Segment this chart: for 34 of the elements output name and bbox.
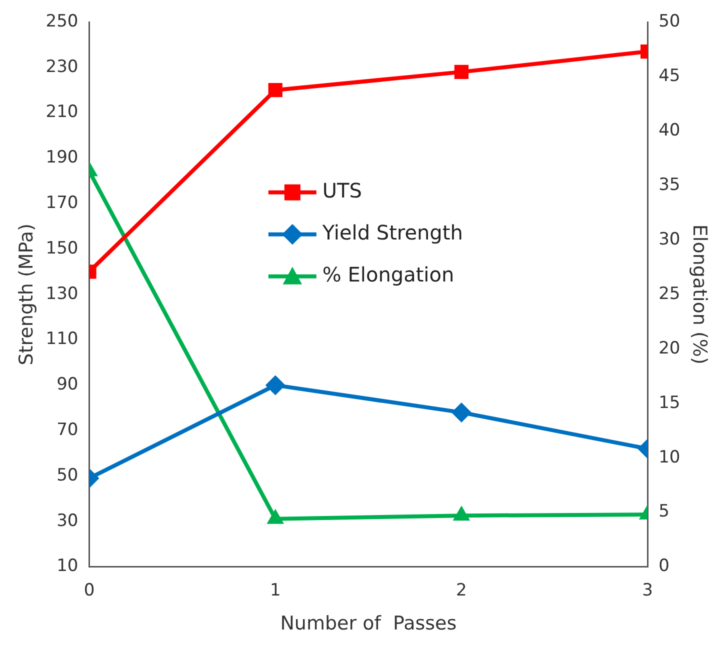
y-tick-label: 50 — [56, 465, 78, 486]
y2-tick-label: 5 — [658, 502, 670, 522]
y-tick-label: 70 — [56, 420, 78, 440]
x-tick-label: 0 — [84, 580, 95, 600]
x-tick-label: 1 — [270, 580, 281, 600]
y2-tick-label: 20 — [658, 338, 680, 358]
y2-tick-label: 50 — [658, 11, 680, 32]
y-tick-label: 110 — [46, 329, 78, 350]
y2-tick-label: 15 — [658, 392, 680, 413]
y2-tick-label: 10 — [658, 447, 680, 468]
x-tick-label: 3 — [642, 580, 653, 600]
y-tick-label: 30 — [56, 510, 78, 531]
y-tick-label: 230 — [46, 56, 78, 77]
y2-tick-label: 30 — [658, 229, 680, 250]
legend-label: Yield Strength — [321, 220, 463, 245]
y-tick-label: 130 — [46, 284, 78, 304]
legend-label: UTS — [322, 178, 362, 203]
y-tick-label: 170 — [46, 193, 78, 214]
y-tick-label: 210 — [46, 102, 78, 122]
y2-tick-label: 0 — [658, 556, 670, 576]
y-tick-label: 150 — [46, 238, 78, 258]
y2-tick-label: 25 — [658, 284, 680, 304]
y-tick-label: 90 — [56, 374, 78, 395]
y-tick-label: 190 — [46, 148, 78, 168]
y-tick-label: 250 — [46, 11, 78, 32]
y2-axis-title: Elongation (%) — [688, 224, 711, 364]
y2-tick-label: 45 — [658, 66, 680, 86]
y-axis-title: Strength (MPa) — [15, 224, 38, 366]
y2-tick-label: 35 — [658, 174, 680, 195]
y-tick-label: 10 — [56, 556, 78, 576]
y2-tick-label: 40 — [658, 120, 680, 140]
x-tick-label: 2 — [456, 580, 467, 600]
x-axis-title: Number of Passes — [280, 612, 457, 635]
legend-label: % Elongation — [322, 262, 454, 287]
